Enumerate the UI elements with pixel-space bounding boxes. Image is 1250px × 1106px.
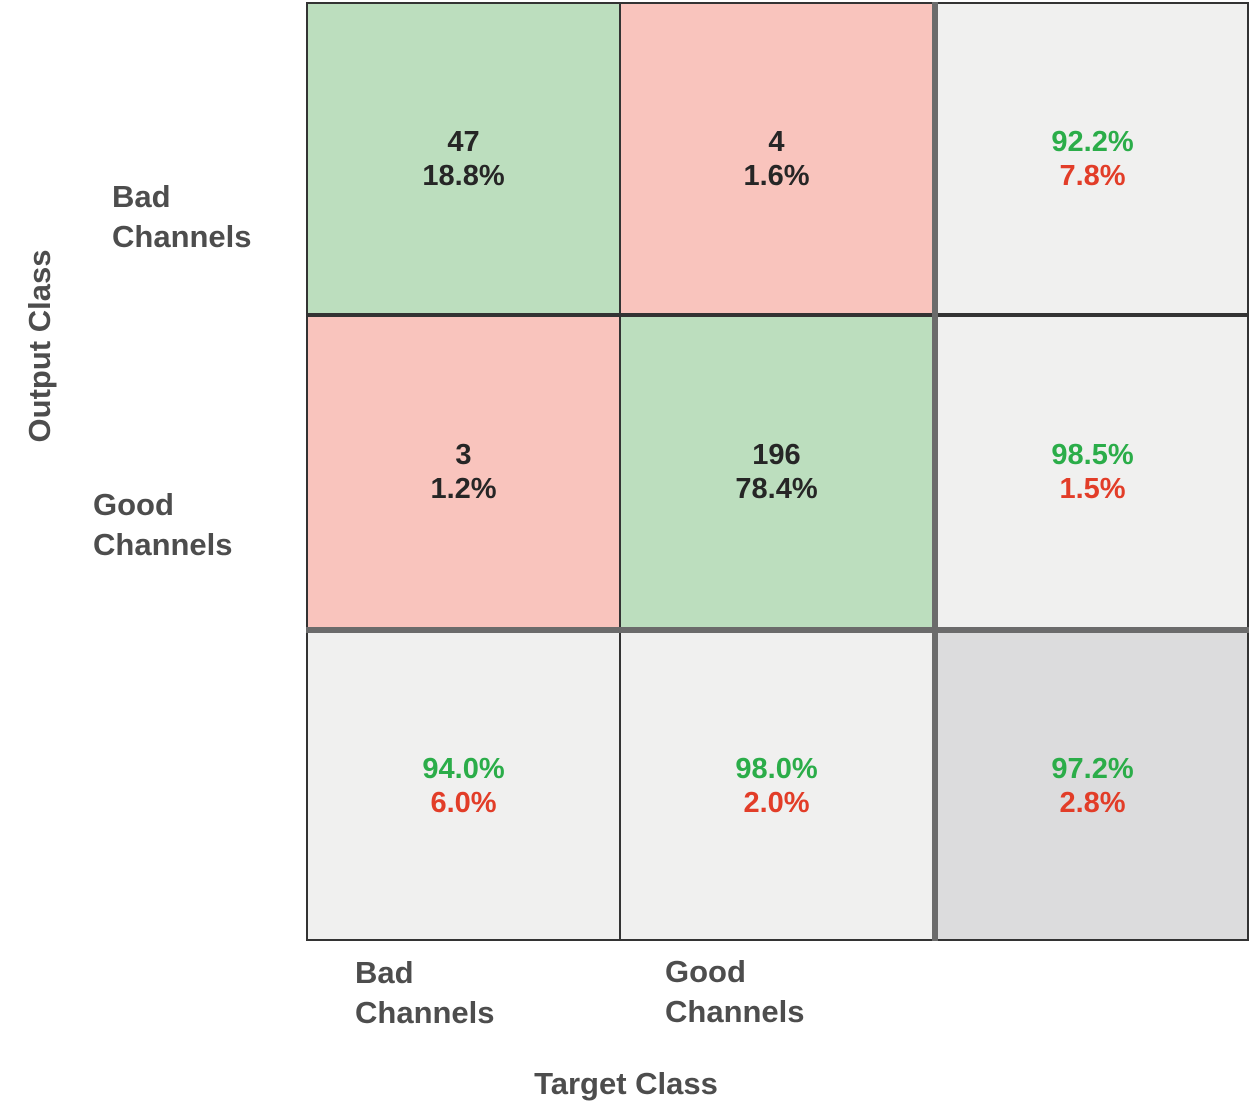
col-summary-good-channels: 98.0% 2.0% bbox=[621, 633, 932, 939]
y-axis-title: Output Class bbox=[22, 249, 57, 443]
col-summary-bad-channels: 94.0% 6.0% bbox=[308, 633, 619, 939]
cell-count: 3 bbox=[455, 439, 472, 471]
summary-row-separator bbox=[306, 627, 1249, 633]
cell-output-bad-target-good: 4 1.6% bbox=[621, 4, 932, 313]
cell-output-good-target-good: 196 78.4% bbox=[621, 317, 932, 627]
cell-count: 196 bbox=[752, 439, 801, 471]
cell-output-good-target-bad: 3 1.2% bbox=[308, 317, 619, 627]
summary-negative-percent: 6.0% bbox=[430, 787, 497, 819]
cell-count: 4 bbox=[768, 125, 785, 158]
y-tick-label-good-channels: Good Channels bbox=[93, 487, 233, 562]
cell-percent: 78.4% bbox=[735, 473, 818, 505]
y-tick-label-bad-channels: Bad Channels bbox=[112, 179, 252, 254]
row-summary-good-channels: 98.5% 1.5% bbox=[938, 317, 1247, 627]
summary-positive-percent: 98.5% bbox=[1051, 439, 1134, 471]
row-summary-bad-channels: 92.2% 7.8% bbox=[938, 4, 1247, 313]
summary-positive-percent: 94.0% bbox=[422, 753, 505, 785]
cell-percent: 1.6% bbox=[743, 159, 810, 192]
summary-negative-percent: 1.5% bbox=[1059, 473, 1126, 505]
cell-count: 47 bbox=[447, 125, 480, 158]
summary-positive-percent: 97.2% bbox=[1051, 753, 1134, 785]
summary-positive-percent: 92.2% bbox=[1051, 125, 1134, 158]
cell-output-bad-target-bad: 47 18.8% bbox=[308, 4, 619, 313]
summary-negative-percent: 7.8% bbox=[1059, 159, 1126, 192]
confusion-matrix-grid: 47 18.8% 4 1.6% 92.2% 7.8% 3 1.2% 196 78… bbox=[306, 2, 1249, 941]
summary-positive-percent: 98.0% bbox=[735, 753, 818, 785]
cell-percent: 1.2% bbox=[430, 473, 497, 505]
cell-percent: 18.8% bbox=[422, 159, 505, 192]
x-tick-label-bad-channels: Bad Channels bbox=[355, 955, 495, 1030]
summary-column-separator bbox=[932, 2, 938, 941]
summary-negative-percent: 2.8% bbox=[1059, 787, 1126, 819]
overall-accuracy-cell: 97.2% 2.8% bbox=[938, 633, 1247, 939]
x-tick-label-good-channels: Good Channels bbox=[665, 954, 805, 1029]
summary-negative-percent: 2.0% bbox=[743, 787, 810, 819]
x-axis-title: Target Class bbox=[534, 1066, 718, 1101]
